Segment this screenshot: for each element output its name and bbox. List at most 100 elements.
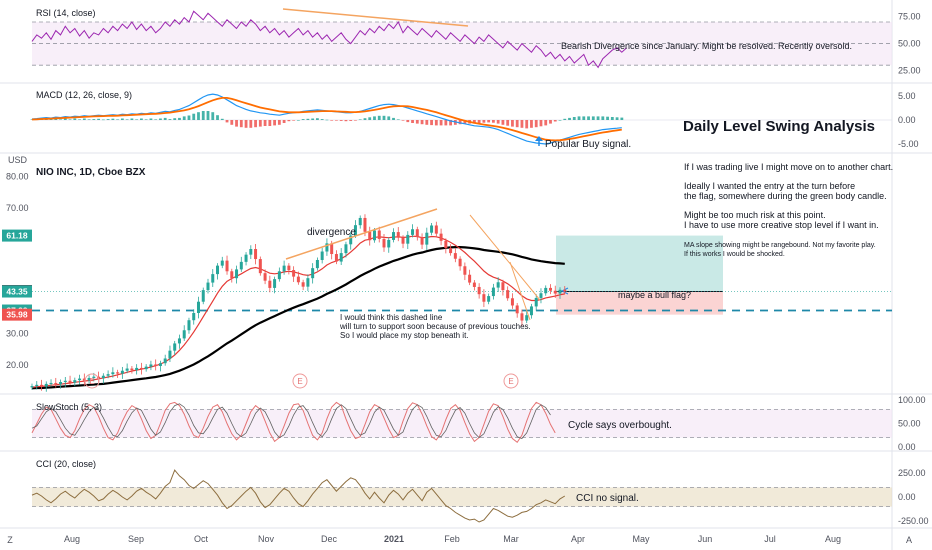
- candle-body: [401, 237, 405, 244]
- macd-histogram-bar: [168, 119, 172, 120]
- macd-histogram-bar: [558, 120, 562, 121]
- price-badge-label: 43.35: [6, 287, 28, 297]
- macd-histogram-bar: [244, 120, 248, 128]
- macd-histogram-bar: [130, 118, 134, 120]
- macd-histogram-bar: [173, 118, 177, 120]
- chart-title: Daily Level Swing Analysis: [683, 118, 875, 135]
- candle-body: [306, 278, 310, 287]
- candle-body: [63, 380, 67, 383]
- macd-histogram-bar: [187, 115, 191, 120]
- macd-histogram-bar: [577, 116, 581, 120]
- candle-body: [334, 254, 338, 262]
- macd-histogram-bar: [568, 117, 571, 120]
- macd-histogram-bar: [277, 120, 281, 125]
- macd-histogram-bar: [301, 119, 305, 120]
- macd-histogram-bar: [501, 120, 505, 125]
- candle-body: [491, 287, 495, 297]
- candle-body: [525, 315, 529, 321]
- macd-histogram-bar: [553, 120, 557, 122]
- x-tick-label: Dec: [321, 534, 338, 544]
- candle-body: [392, 232, 396, 240]
- price-badge: [2, 229, 32, 242]
- candle-body: [54, 382, 58, 385]
- dashed-line-note: will turn to support soon because of pre…: [339, 322, 531, 331]
- macd-histogram-bar: [159, 118, 162, 120]
- candle-body: [458, 258, 462, 267]
- macd-histogram-bar: [444, 120, 448, 126]
- stoch-tick: 100.00: [898, 395, 926, 405]
- candle-body: [106, 374, 110, 376]
- x-tick-label: Sep: [128, 534, 144, 544]
- macd-histogram-bar: [235, 120, 238, 127]
- candle-body: [287, 265, 291, 271]
- candle-body: [144, 366, 148, 370]
- macd-histogram-bar: [530, 120, 533, 128]
- candle-body: [415, 229, 419, 238]
- note-line: If I was trading live I might move on to…: [684, 162, 893, 172]
- candle-body: [320, 251, 324, 260]
- note-line: I have to use more creative stop level i…: [684, 220, 879, 230]
- stoch-label: SlowStoch (5, 3): [36, 402, 102, 412]
- candle-body: [411, 229, 415, 235]
- buy-arrow-icon: [535, 136, 543, 141]
- macd-histogram-bar: [392, 117, 395, 120]
- candle-body: [82, 378, 86, 381]
- macd-histogram-bar: [216, 115, 219, 120]
- rsi-line: [31, 10, 627, 69]
- macd-histogram-bar: [182, 116, 186, 120]
- macd-histogram-bar: [482, 120, 486, 123]
- macd-histogram-bar: [472, 120, 476, 124]
- stoch-tick: 0.00: [898, 442, 916, 452]
- candle-body: [158, 363, 162, 367]
- ma-slow-line: [31, 246, 565, 390]
- cci-tick: 0.00: [898, 492, 916, 502]
- candle-body: [120, 370, 124, 374]
- candle-body: [216, 265, 220, 275]
- candle-body: [44, 383, 48, 387]
- macd-histogram-bar: [220, 118, 224, 120]
- candle-body: [544, 287, 548, 294]
- candle-body: [344, 244, 348, 254]
- macd-histogram-bar: [154, 119, 158, 120]
- candle-body: [396, 232, 400, 238]
- bull-flag-note: maybe a bull flag?: [618, 290, 691, 300]
- macd-histogram-bar: [68, 119, 72, 120]
- macd-histogram-bar: [487, 120, 491, 123]
- candle-body: [163, 358, 167, 364]
- earnings-marker: [84, 373, 100, 389]
- candle-body: [220, 260, 224, 266]
- candle-body: [230, 271, 234, 279]
- macd-histogram-bar: [506, 120, 510, 126]
- macd-histogram-bar: [449, 120, 452, 126]
- price-tick: 30.00: [6, 328, 29, 338]
- candle-body: [453, 253, 457, 259]
- earnings-marker: [503, 373, 519, 389]
- rsi-tick: 50.00: [898, 39, 921, 49]
- macd-histogram-bar: [197, 112, 200, 120]
- macd-histogram-bar: [282, 120, 286, 123]
- candle-body: [116, 372, 120, 374]
- macd-histogram-bar: [135, 119, 139, 120]
- macd-histogram-bar: [206, 111, 210, 120]
- candle-body: [73, 380, 77, 383]
- macd-histogram-bar: [149, 118, 153, 120]
- macd-histogram-bar: [525, 120, 529, 129]
- candle-body: [35, 384, 39, 387]
- candle-body: [368, 231, 372, 241]
- macd-signal-line: [31, 97, 622, 142]
- candle-body: [154, 364, 158, 367]
- macd-histogram-bar: [263, 120, 267, 126]
- price-tick: 80.00: [6, 172, 29, 182]
- candle-body: [292, 270, 296, 277]
- x-tick-label: May: [632, 534, 650, 544]
- candle-body: [496, 282, 500, 288]
- price-divergence-line: [285, 208, 438, 260]
- stoch-d-line: [31, 403, 551, 439]
- macd-histogram-bar: [163, 117, 167, 120]
- macd-histogram-bar: [339, 120, 343, 121]
- cci-tick: -250.00: [898, 516, 929, 526]
- macd-histogram-bar: [316, 118, 319, 120]
- macd-histogram-bar: [178, 117, 181, 120]
- macd-histogram-bar: [377, 115, 381, 120]
